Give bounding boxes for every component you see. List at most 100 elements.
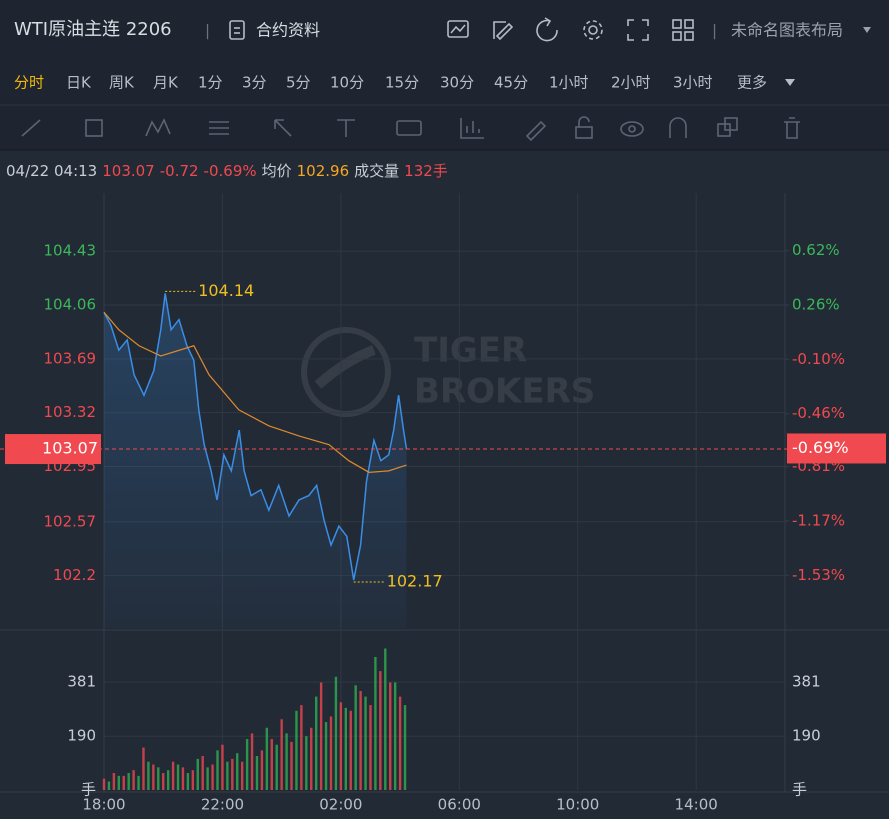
volume-bar [127,773,130,790]
volume-bar [265,727,269,790]
volume-bar [305,736,308,790]
x-tick-label: 14:00 [675,796,718,814]
volume-bar [354,685,357,790]
period-tab[interactable]: 更多 [737,74,767,92]
info-field: 132手 [404,162,448,180]
toolbar-icons[interactable] [447,17,694,42]
volume-tick-label: 381 [67,673,96,691]
volume-bar [369,705,372,790]
volume-bar [171,761,175,790]
volume-bar [314,696,318,790]
pct-tag [787,433,886,464]
volume-bar [236,753,239,790]
period-tab[interactable]: 30分 [440,74,474,92]
volume-bar [166,770,170,790]
period-tab[interactable]: 15分 [385,74,419,92]
y-tick-label: 104.43 [44,242,97,260]
avg-line [103,311,407,473]
volume-bar [324,722,328,790]
info-text: 04/22 04:13 103.07 -0.72 -0.69% 均价 102.96 成交量 1… [6,162,448,180]
volume-bar [260,750,264,790]
volume-bar [231,758,234,790]
info-field: 均价 [262,162,292,180]
volume-bar [295,710,298,790]
y2-tick-label: 0.26% [792,296,840,314]
separator: | [205,22,210,40]
volume-bar [398,696,402,790]
watermark: TIGER BROKERS [301,327,595,417]
period-tab[interactable]: 10分 [330,74,364,92]
volume-bar [226,761,229,790]
period-tab[interactable]: 5分 [286,74,311,92]
volume-bar [191,770,195,790]
x-tick-label: 06:00 [438,796,481,814]
volume-bar [147,761,150,790]
volume-bar [334,676,338,790]
price-tag-label: 103.07 [42,439,98,458]
y2-tick-label: -0.10% [792,350,845,368]
info-field: 102.96 [297,162,350,180]
info-field: 103.07 [102,162,155,180]
volume-bar [176,764,180,790]
y-tick-label: 103.32 [44,403,97,421]
dropdown-arrow [863,27,871,33]
y2-tick-label: -1.17% [792,511,845,529]
volume-bar [245,739,249,790]
high-label: 104.14 [198,281,254,300]
volume-bar [132,770,135,790]
volume-bar [349,710,352,790]
y2-tick-label: 0.62% [792,241,840,259]
volume-bar [216,750,219,790]
price-line [103,293,408,581]
volume-bar [310,727,313,790]
volume-tick-label: 190 [792,727,821,745]
contract-info[interactable]: 合约资料 [256,21,320,40]
watermark-text: BROKERS [414,372,595,412]
volume-bar [137,775,140,790]
period-tab[interactable]: 1分 [198,74,223,92]
volume-bar [285,733,288,790]
volume-bar [300,705,303,790]
y-tick-label: 103.69 [44,349,97,367]
info-bar: 04/22 04:13 103.07 -0.72 -0.69% 均价 102.96 成交量 1… [6,162,448,180]
title: WTI原油主连 2206 [14,19,172,40]
period-tab[interactable]: 周K [109,74,135,92]
volume-bar [157,767,160,790]
period-tab[interactable]: 3小时 [673,74,713,92]
volume-bar [403,705,407,790]
low-label: 102.17 [387,571,443,590]
period-tab[interactable]: 月K [153,74,179,92]
volume-bar [107,781,111,790]
volume-bar [374,656,377,790]
volume-bar [162,773,165,790]
volume-unit: 手 [792,781,807,799]
period-tab[interactable]: 2小时 [611,74,651,92]
x-tick-label: 18:00 [82,796,125,814]
volume-bar [393,682,397,790]
volume-bar [280,719,283,790]
volume-bar [112,773,116,790]
layout-name[interactable]: 未命名图表布局 [731,21,843,40]
volume-bar [364,696,367,790]
volume-bar [196,758,199,790]
period-tabs: 分时 日K 周K 月K 1分 3分 5分 10分 15分 30分 45分 1小时 2小时 3小时 更多 [14,74,795,92]
period-tab[interactable]: 45分 [494,74,528,92]
info-field: -0.72 [160,162,199,180]
info-field: -0.69% [204,162,257,180]
volume-bar [152,764,155,790]
x-tick-label: 10:00 [556,796,599,814]
volume-bar [206,767,209,790]
y2-tick-label: -1.53% [792,566,845,584]
volume-bar [211,764,214,790]
volume-tick-label: 190 [67,727,96,745]
y-tick-label: 102.2 [53,566,96,584]
separator: | [712,22,717,40]
x-tick-label: 02:00 [319,796,362,814]
volume-bar [270,739,273,790]
period-tab[interactable]: 3分 [242,74,267,92]
volume-bar [379,671,382,790]
period-tab[interactable]: 分时 [14,74,44,92]
period-tab[interactable]: 1小时 [549,74,589,92]
period-tab[interactable]: 日K [66,74,92,92]
volume-bar [240,761,244,790]
